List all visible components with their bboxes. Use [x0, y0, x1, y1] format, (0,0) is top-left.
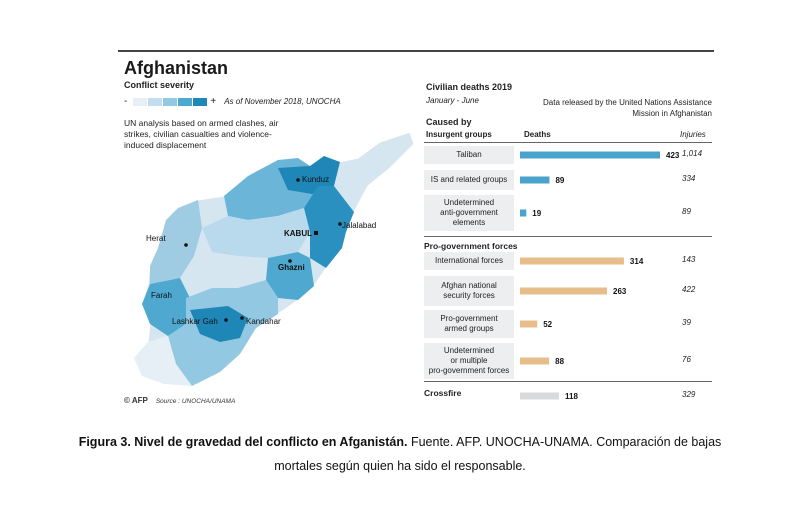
scale-swatch-4: [178, 97, 193, 106]
bar-deaths: [520, 320, 538, 328]
bar-deaths: [520, 151, 660, 159]
injuries-value: 89: [682, 207, 691, 216]
region-east: [304, 186, 354, 268]
injuries-header: Injuries: [680, 130, 706, 139]
afp-logo-text: AFP: [131, 396, 148, 405]
deaths-value-label: 89: [555, 176, 564, 185]
deaths-header: Deaths: [524, 130, 551, 139]
bar-deaths: [520, 176, 550, 184]
city-herat: Herat: [146, 234, 166, 243]
row-background: [424, 146, 514, 164]
scale-swatch-5: [193, 97, 208, 106]
city-lashkar-gah: Lashkar Gah: [172, 317, 218, 326]
bar-deaths: [520, 209, 527, 217]
separator: [424, 381, 712, 382]
scale-swatch-2: [148, 97, 163, 106]
region-kunduz: [278, 156, 340, 194]
category-label: IS and related groups: [430, 175, 508, 184]
row-background: [424, 276, 514, 306]
region-farah: [142, 278, 190, 336]
deaths-value-label: 19: [532, 209, 541, 218]
bar-deaths: [520, 287, 608, 295]
injuries-value: 143: [682, 255, 696, 264]
region-southwest: [134, 336, 192, 386]
city-ghazni: Ghazni: [278, 263, 305, 272]
row-background: [424, 252, 514, 270]
injuries-value: 39: [682, 318, 691, 327]
bar-deaths: [520, 392, 560, 400]
category-label: Taliban: [456, 150, 482, 159]
scale-plus: +: [210, 96, 217, 107]
deaths-value-label: 88: [555, 357, 564, 366]
city-farah: Farah: [151, 291, 172, 300]
figure-caption: Figura 3. Nivel de gravedad del conflict…: [60, 430, 740, 478]
source-note: Source : UNOCHA/UNAMA: [155, 398, 236, 405]
city-jalalabad: Jalalabad: [342, 221, 376, 230]
panel-title: Civilian deaths 2019: [426, 82, 513, 92]
category-label: Afghan national security forces: [441, 281, 497, 300]
deaths-value-label: 423: [666, 151, 680, 160]
deaths-value-label: 52: [543, 320, 552, 329]
region-ghazni: [266, 252, 314, 300]
city-kandahar: Kandahar: [246, 317, 281, 326]
injuries-value: 76: [682, 355, 691, 364]
deaths-value-label: 118: [565, 392, 578, 401]
region-west: [150, 200, 202, 284]
analysis-note: UN analysis based on armed clashes, air …: [124, 118, 279, 150]
scale-minus: -: [124, 96, 128, 107]
severity-scale: - + As of November 2018, UNOCHA: [124, 96, 341, 107]
city-kabul: KABUL: [284, 229, 312, 238]
page-title: Afghanistan: [124, 58, 229, 78]
caused-by-label: Caused by: [426, 117, 472, 127]
top-rule: [118, 50, 714, 52]
injuries-value: 422: [682, 285, 696, 294]
separator: [424, 142, 712, 143]
injuries-value: 329: [682, 390, 696, 399]
injuries-value: 334: [682, 174, 696, 183]
scale-note: As of November 2018, UNOCHA: [224, 97, 341, 106]
caption-text: Fuente. AFP. UNOCHA-UNAMA. Comparación d…: [274, 435, 722, 473]
row-background: [424, 310, 514, 338]
separator: [424, 236, 712, 237]
afp-logo: © AFP Source : UNOCHA/UNAMA: [124, 396, 236, 405]
deaths-value-label: 314: [630, 257, 644, 266]
panel-note: Data released by the United Nations Assi…: [543, 98, 712, 118]
afghanistan-map: Kunduz Herat KABUL Jalalabad Ghazni Fara…: [133, 131, 415, 387]
category-label: International forces: [434, 256, 504, 265]
bar-deaths: [520, 357, 550, 365]
region-central: [202, 208, 310, 258]
bar-deaths: [520, 257, 624, 265]
category-label: Undetermined or multiple pro-government …: [428, 346, 510, 375]
row-background: [424, 170, 514, 190]
scale-swatch-1: [133, 97, 148, 106]
panel-subtitle: January - June: [426, 96, 479, 105]
category-label: Pro-government armed groups: [440, 314, 498, 333]
group-progov-label: Pro-government forces: [424, 241, 518, 251]
group-insurgent-label: Insurgent groups: [426, 130, 492, 139]
category-label: Undetermined anti-government elements: [440, 198, 498, 227]
scale-swatch-3: [163, 97, 178, 106]
row-background: [424, 195, 514, 231]
severity-label: Conflict severity: [124, 80, 195, 90]
city-kunduz: Kunduz: [302, 175, 329, 184]
caption-bold: Figura 3. Nivel de gravedad del conflict…: [78, 435, 408, 449]
injuries-value: 1,014: [682, 149, 703, 158]
region-helmand: [190, 306, 248, 342]
group-crossfire-label: Crossfire: [424, 388, 462, 398]
deaths-value-label: 263: [613, 287, 627, 296]
row-background: [424, 343, 514, 379]
